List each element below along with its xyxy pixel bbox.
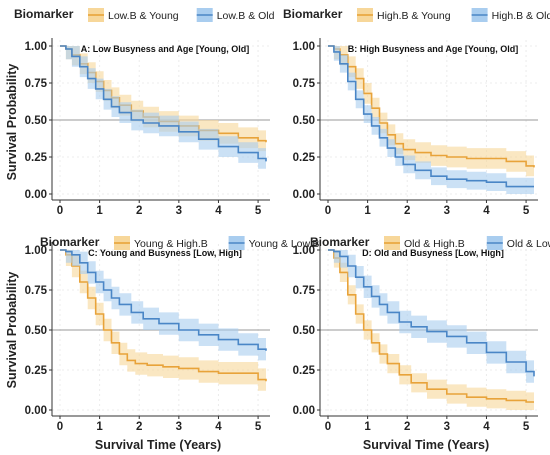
x-tick-label-5: 5 xyxy=(523,205,530,217)
x-tick-label-5: 5 xyxy=(255,205,262,217)
legend-entry-1: Young & High.B xyxy=(134,238,208,250)
panel-title: B: High Busyness and Age [Young, Old] xyxy=(348,44,519,54)
y-tick-label-2: 0.50 xyxy=(25,115,47,127)
panel-title: D: Old and Busyness [Low, High] xyxy=(362,248,504,258)
ci-band-1 xyxy=(60,46,266,153)
ci-band-1 xyxy=(60,250,266,393)
series-line-2 xyxy=(328,45,534,188)
y-tick-label-0: 0.00 xyxy=(25,405,47,417)
legend-entry-1: High.B & Young xyxy=(377,10,451,22)
panel-title: A: Low Busyness and Age [Young, Old] xyxy=(81,44,250,54)
legend-title: Biomarker xyxy=(40,235,100,249)
panels-layer: 0 1 2 3 4 5 0.00 0.25 0.50 0.75 1.00 A: Low Busynes… xyxy=(14,7,550,433)
y-tick-label-4: 1.00 xyxy=(25,41,47,53)
series-line-1 xyxy=(328,249,534,403)
y-tick-label-4: 1.00 xyxy=(25,245,47,257)
y-tick-label-3: 0.75 xyxy=(293,285,316,297)
y-tick-label-1: 0.25 xyxy=(25,365,48,377)
x-axis-label-right: Survival Time (Years) xyxy=(363,438,489,452)
legend-entry-2: Old & Low.B xyxy=(507,238,550,250)
y-tick-label-1: 0.25 xyxy=(293,365,316,377)
legend: Biomarker Young & High.B Young & Low.B xyxy=(40,235,319,250)
ci-band-2 xyxy=(328,250,534,388)
x-tick-label-3: 3 xyxy=(444,205,450,217)
x-tick-label-4: 4 xyxy=(215,421,222,433)
legend-entry-1: Low.B & Young xyxy=(108,10,179,22)
legend-title: Biomarker xyxy=(310,235,370,249)
x-tick-label-4: 4 xyxy=(215,205,222,217)
ci-band-2 xyxy=(328,46,534,194)
x-tick-label-1: 1 xyxy=(364,205,371,217)
legend: Biomarker Low.B & Young Low.B & Old xyxy=(14,7,275,22)
x-tick-label-5: 5 xyxy=(523,421,530,433)
y-tick-label-0: 0.00 xyxy=(293,405,315,417)
y-tick-label-4: 1.00 xyxy=(293,41,315,53)
panel-d: 0 1 2 3 4 5 0.00 0.25 0.50 0.75 1.00 D: Old and Bus… xyxy=(293,235,550,433)
y-tick-label-1: 0.25 xyxy=(25,152,48,164)
x-tick-label-2: 2 xyxy=(136,421,142,433)
series-line-2 xyxy=(60,249,267,351)
y-tick-label-3: 0.75 xyxy=(25,285,48,297)
x-tick-label-1: 1 xyxy=(96,205,103,217)
series-line-2 xyxy=(60,45,267,162)
ci-band-2 xyxy=(60,46,266,172)
x-tick-label-3: 3 xyxy=(176,421,182,433)
x-tick-label-0: 0 xyxy=(325,205,331,217)
x-axis-label-left: Survival Time (Years) xyxy=(95,438,221,452)
y-axis-label-top: Survival Probability xyxy=(5,64,19,181)
y-axis-label-bottom: Survival Probability xyxy=(5,272,19,389)
x-tick-label-3: 3 xyxy=(176,205,182,217)
legend-title: Biomarker xyxy=(283,7,343,21)
y-tick-label-2: 0.50 xyxy=(293,115,315,127)
x-tick-label-4: 4 xyxy=(483,205,490,217)
ci-band-1 xyxy=(328,46,534,178)
series-line-1 xyxy=(60,249,267,382)
y-tick-label-1: 0.25 xyxy=(293,152,316,164)
panel-title: C: Young and Busyness [Low, High] xyxy=(88,248,242,258)
x-tick-label-2: 2 xyxy=(404,421,410,433)
y-tick-label-4: 1.00 xyxy=(293,245,315,257)
x-tick-label-1: 1 xyxy=(364,421,371,433)
x-tick-label-0: 0 xyxy=(57,205,63,217)
x-tick-label-5: 5 xyxy=(255,421,262,433)
panel-c: 0 1 2 3 4 5 0.00 0.25 0.50 0.75 1.00 C: Young and B… xyxy=(25,235,320,433)
x-tick-label-0: 0 xyxy=(325,421,331,433)
legend-entry-2: Low.B & Old xyxy=(217,10,275,22)
x-tick-label-1: 1 xyxy=(96,421,103,433)
y-tick-label-3: 0.75 xyxy=(25,78,48,90)
x-tick-label-2: 2 xyxy=(136,205,142,217)
legend-entry-2: High.B & Old xyxy=(492,10,550,22)
y-tick-label-0: 0.00 xyxy=(25,189,47,201)
legend-entry-2: Young & Low.B xyxy=(249,238,320,250)
x-tick-label-3: 3 xyxy=(444,421,450,433)
x-tick-label-4: 4 xyxy=(483,421,490,433)
legend: Biomarker High.B & Young High.B & Old xyxy=(283,7,550,22)
panel-b: 0 1 2 3 4 5 0.00 0.25 0.50 0.75 1.00 B: High Busyne… xyxy=(283,7,550,217)
y-tick-label-3: 0.75 xyxy=(293,78,316,90)
panel-a: 0 1 2 3 4 5 0.00 0.25 0.50 0.75 1.00 A: Low Busynes… xyxy=(14,7,275,217)
series-line-2 xyxy=(328,249,535,377)
y-tick-label-2: 0.50 xyxy=(293,325,315,337)
x-tick-label-2: 2 xyxy=(404,205,410,217)
legend-title: Biomarker xyxy=(14,7,74,21)
y-tick-label-0: 0.00 xyxy=(293,189,315,201)
x-tick-label-0: 0 xyxy=(57,421,63,433)
y-tick-label-2: 0.50 xyxy=(25,325,47,337)
legend-entry-1: Old & High.B xyxy=(404,238,465,250)
legend: Biomarker Old & High.B Old & Low.B xyxy=(310,235,550,250)
